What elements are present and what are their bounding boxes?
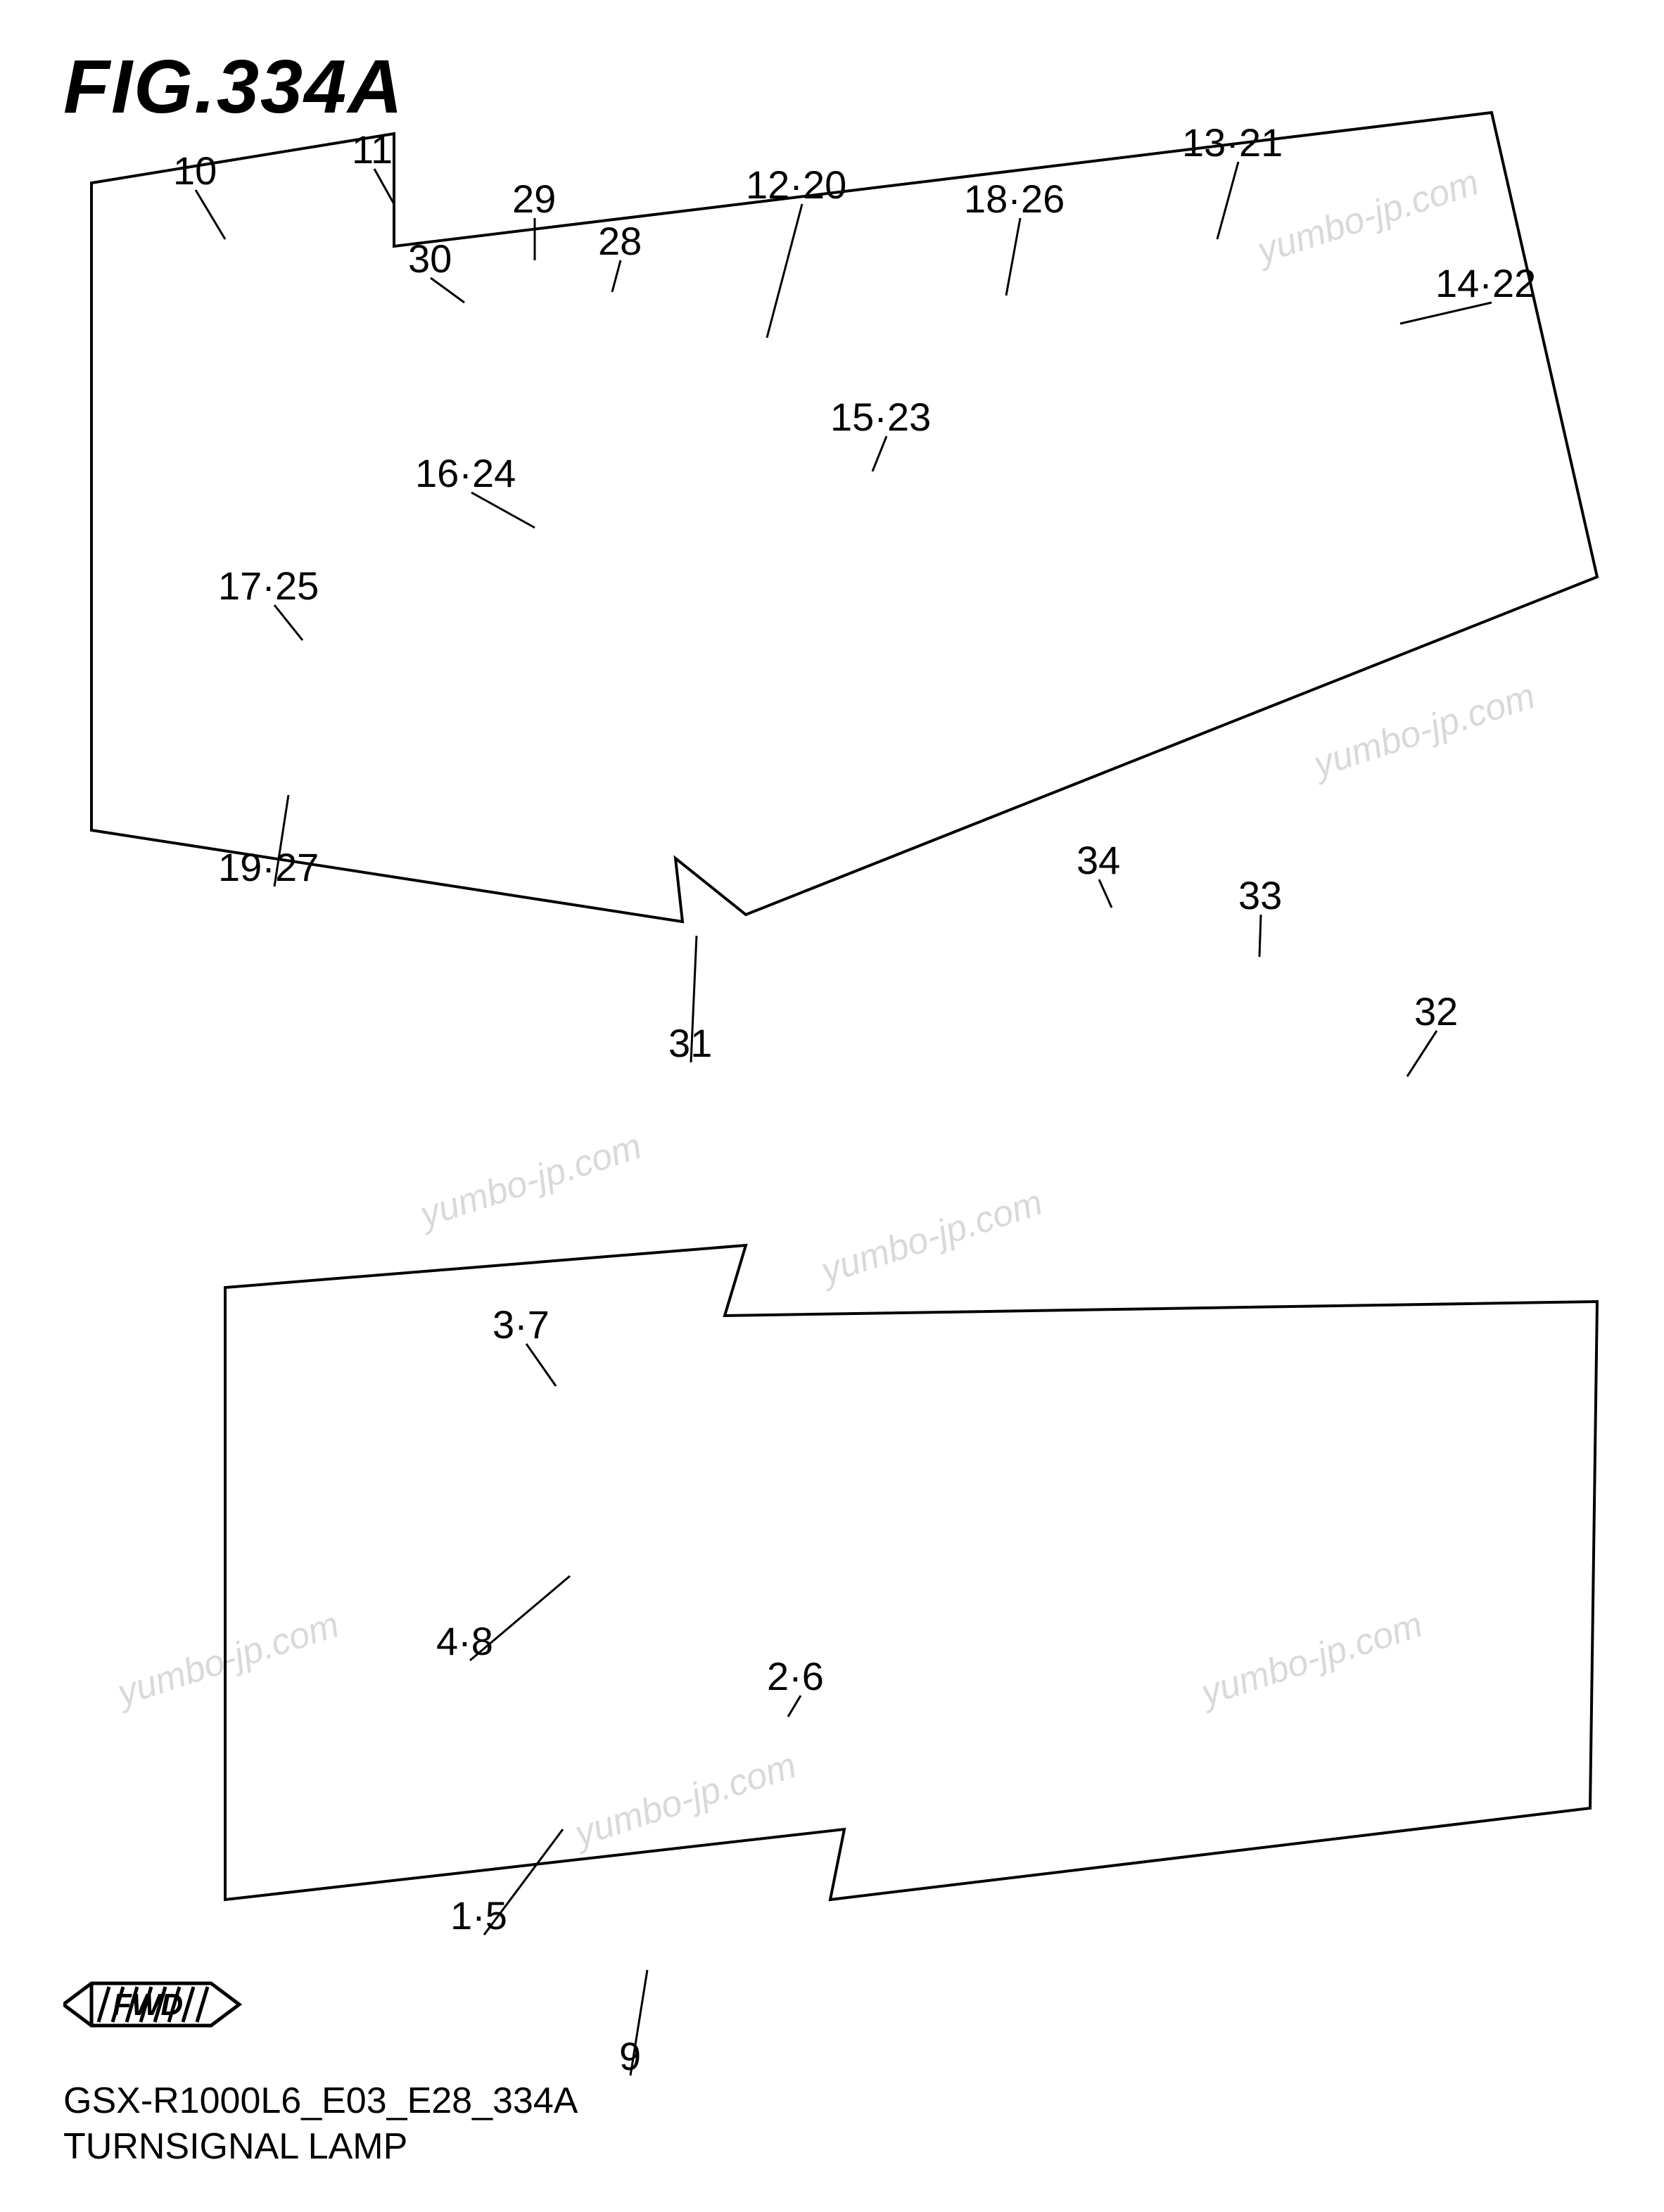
callout-c34: 34 [1076, 837, 1120, 883]
callout-c13_21: 13·21 [1182, 120, 1283, 165]
page: FIG.334A yumbo-jp.comyumbo-jp.comyumbo-j… [0, 0, 1664, 2212]
callout-c3_7: 3·7 [493, 1302, 550, 1347]
diagram-svg [0, 0, 1664, 2212]
callout-c10: 10 [173, 148, 217, 193]
callout-c16_24: 16·24 [415, 450, 516, 496]
callout-c11: 11 [352, 127, 393, 172]
callout-c32: 32 [1414, 989, 1458, 1034]
callout-c15_23: 15·23 [830, 394, 931, 440]
svg-text:FWD: FWD [113, 1988, 183, 2022]
figure-footer: GSX-R1000L6_E03_E28_334A TURNSIGNAL LAMP [63, 2078, 578, 2170]
callout-c18_26: 18·26 [964, 176, 1065, 222]
fwd-icon: FWD [63, 1962, 246, 2050]
callout-c33: 33 [1238, 872, 1282, 918]
footer-line-1: GSX-R1000L6_E03_E28_334A [63, 2078, 578, 2124]
callout-c17_25: 17·25 [218, 563, 319, 609]
callout-c19_27: 19·27 [218, 844, 319, 890]
callout-c14_22: 14·22 [1435, 260, 1536, 306]
callout-c1_5: 1·5 [450, 1893, 507, 1938]
footer-line-2: TURNSIGNAL LAMP [63, 2124, 578, 2170]
callout-c9: 9 [619, 2033, 641, 2079]
callout-c28: 28 [598, 218, 642, 264]
callout-c12_20: 12·20 [746, 162, 846, 208]
callout-c4_8: 4·8 [436, 1618, 493, 1664]
callout-c2_6: 2·6 [767, 1653, 824, 1699]
callout-c31: 31 [668, 1020, 712, 1066]
callout-c29: 29 [512, 176, 556, 222]
callout-c30: 30 [408, 236, 452, 281]
